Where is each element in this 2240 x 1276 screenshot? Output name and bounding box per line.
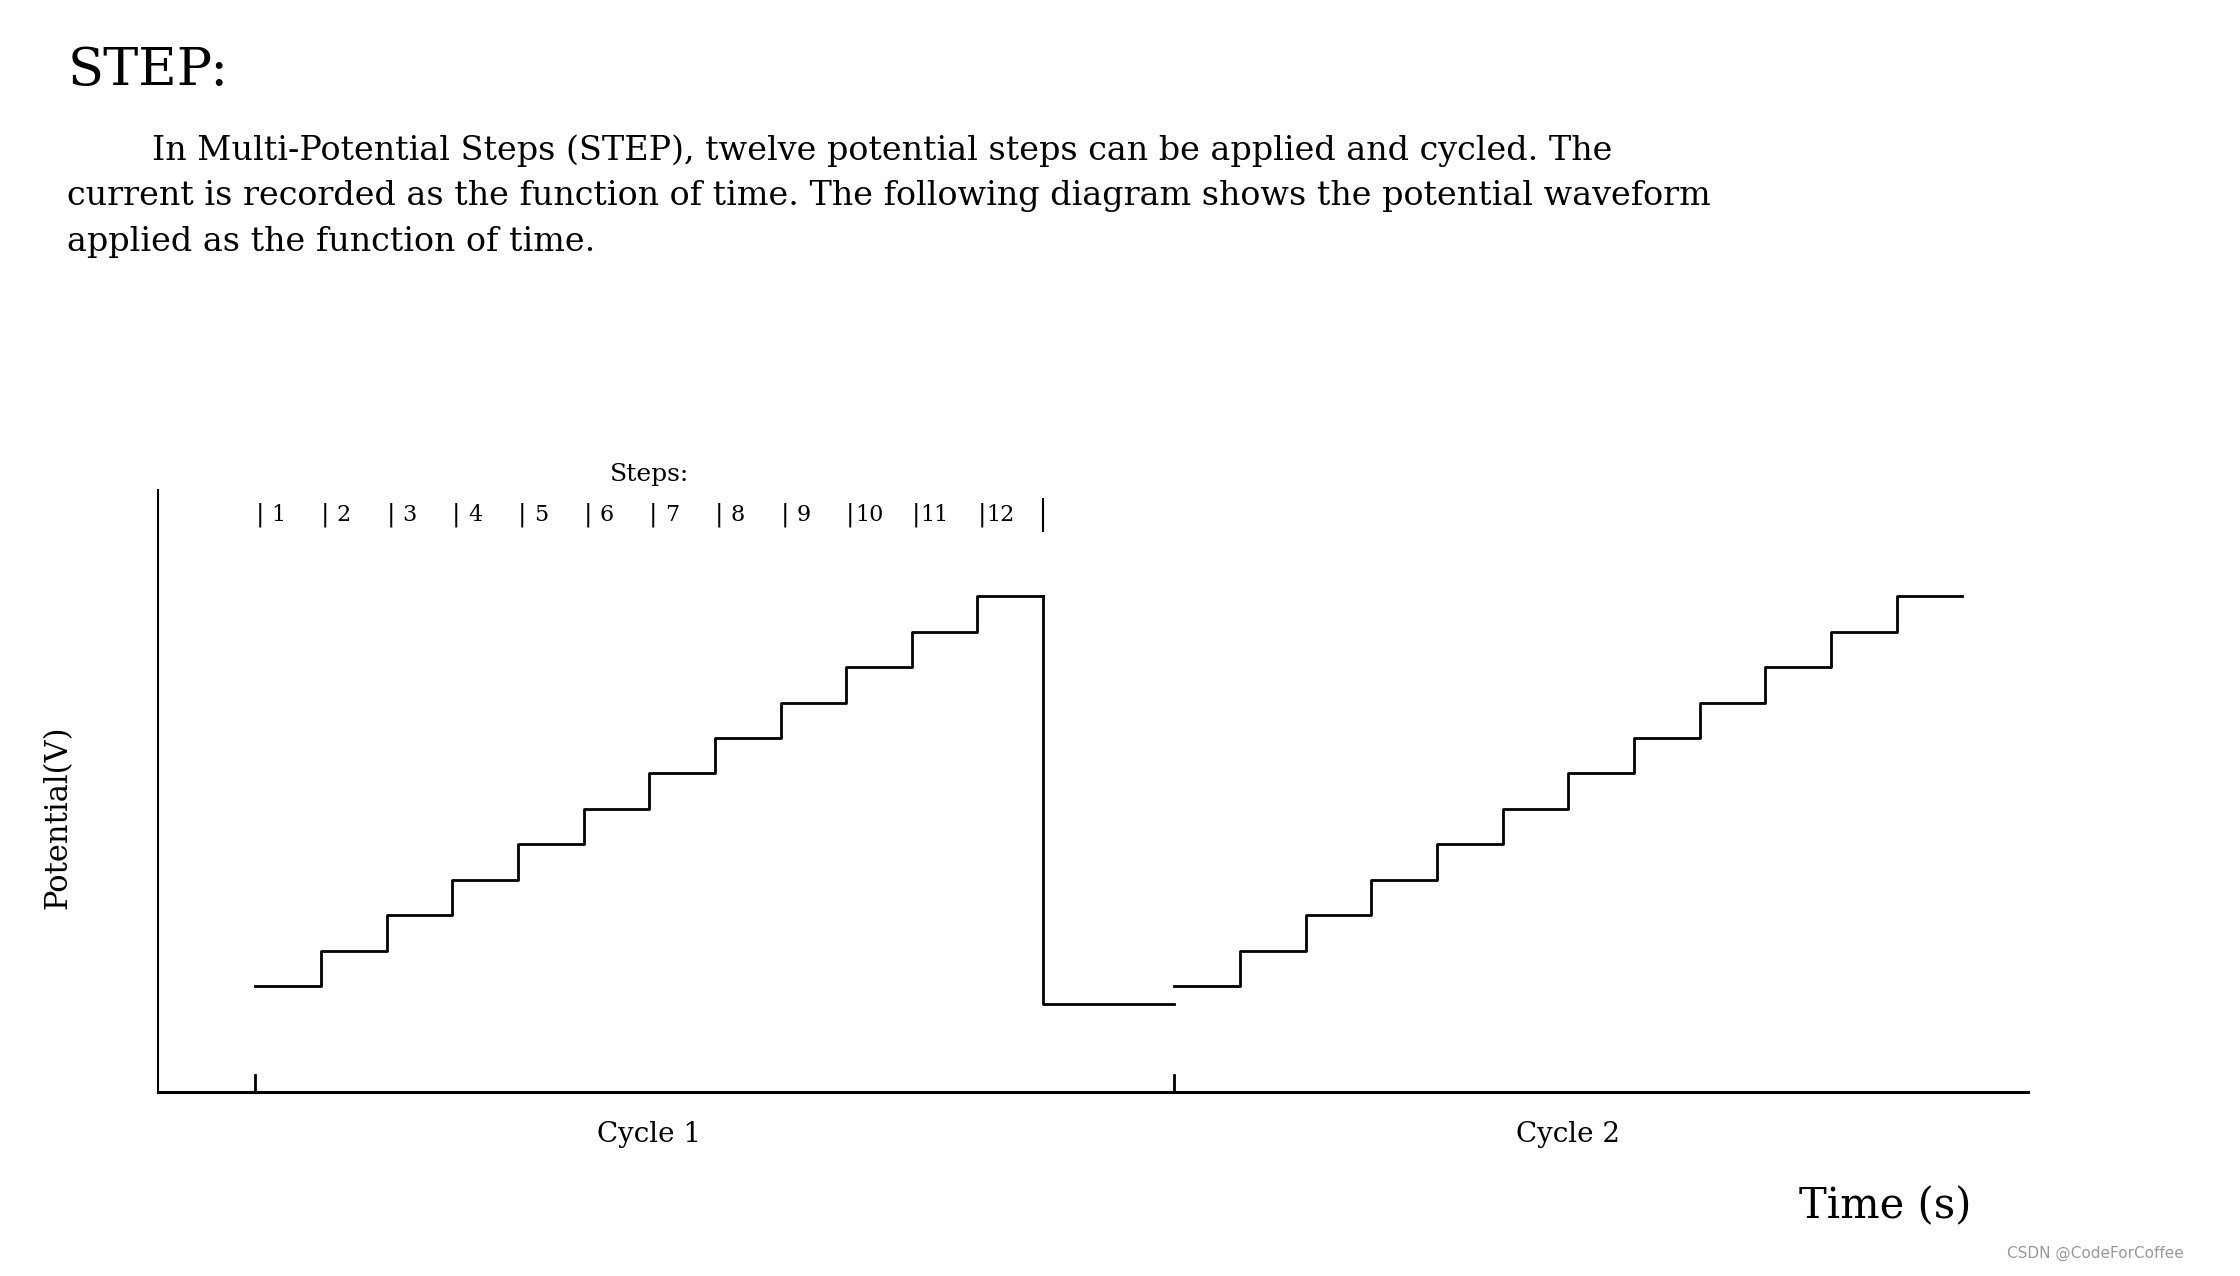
Text: 9: 9 [797,504,811,526]
Text: |: | [650,503,659,527]
Text: 10: 10 [856,504,883,526]
Text: |: | [388,503,394,527]
Text: STEP:: STEP: [67,45,228,96]
Text: |: | [320,503,329,527]
Text: 7: 7 [665,504,679,526]
Text: Steps:: Steps: [609,463,690,486]
Text: |: | [847,503,856,527]
Text: |: | [912,503,921,527]
Text: 6: 6 [600,504,614,526]
Text: CSDN @CodeForCoffee: CSDN @CodeForCoffee [2007,1245,2184,1261]
Text: Cycle 1: Cycle 1 [598,1120,701,1147]
Text: 1: 1 [271,504,284,526]
Text: Time (s): Time (s) [1799,1185,1971,1226]
Text: |: | [780,503,788,527]
Text: 2: 2 [336,504,352,526]
Text: 5: 5 [533,504,549,526]
Text: |: | [452,503,461,527]
Text: |: | [585,503,591,527]
Text: 4: 4 [468,504,482,526]
Text: 8: 8 [730,504,746,526]
Text: |: | [255,503,264,527]
Text: |: | [517,503,526,527]
Text: 12: 12 [986,504,1015,526]
Text: 11: 11 [921,504,950,526]
Text: Cycle 2: Cycle 2 [1516,1120,1620,1147]
Text: |: | [715,503,724,527]
Text: |: | [977,503,986,527]
Text: In Multi-Potential Steps (STEP), twelve potential steps can be applied and cycle: In Multi-Potential Steps (STEP), twelve … [67,134,1711,258]
Text: 3: 3 [403,504,417,526]
Text: Potential(V): Potential(V) [43,726,74,910]
